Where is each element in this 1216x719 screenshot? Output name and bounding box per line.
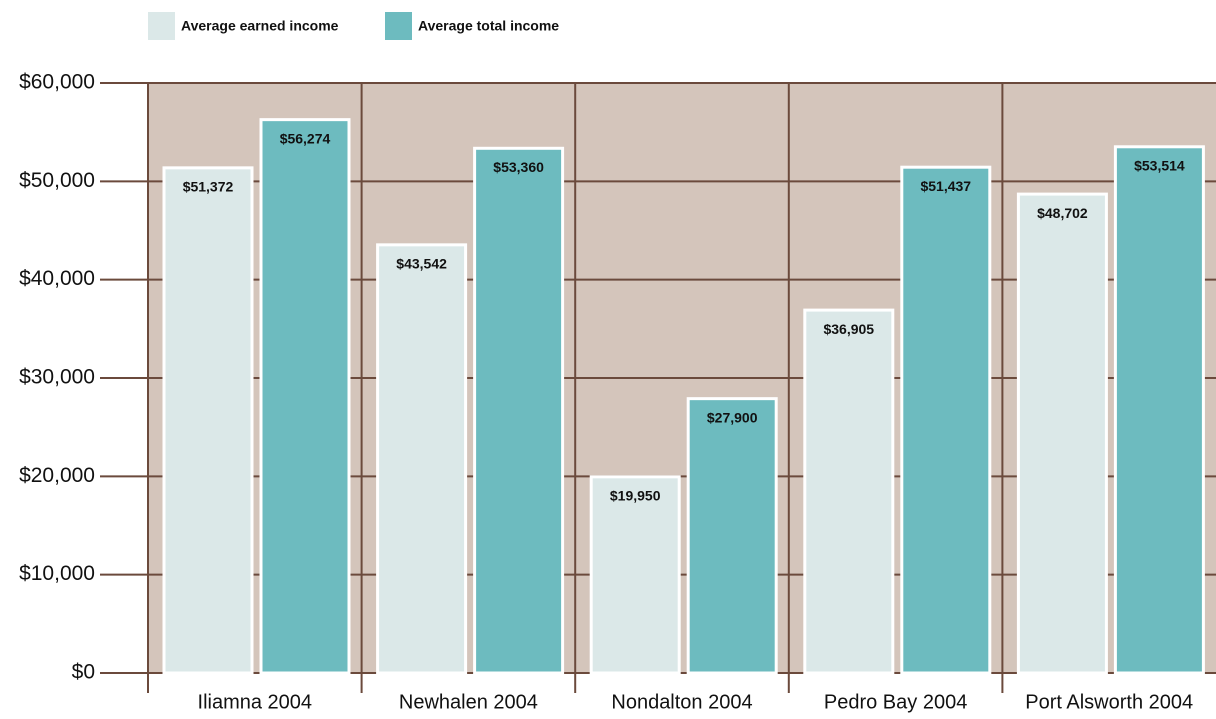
bar	[686, 397, 778, 675]
value-label: $51,372	[183, 179, 234, 195]
value-label: $53,360	[493, 159, 544, 175]
bar	[1016, 192, 1108, 675]
value-label: $53,514	[1134, 157, 1185, 173]
bar	[1113, 145, 1205, 675]
x-tick-label: Pedro Bay 2004	[824, 691, 967, 713]
value-label: $36,905	[823, 321, 874, 337]
bar	[900, 165, 992, 675]
x-tick-label: Iliamna 2004	[198, 691, 313, 713]
y-tick-label: $30,000	[19, 366, 95, 389]
value-label: $48,702	[1037, 205, 1088, 221]
bar	[473, 146, 565, 675]
y-tick-label: $50,000	[19, 169, 95, 192]
legend-swatch	[385, 12, 412, 40]
bar	[162, 166, 254, 675]
value-label: $19,950	[610, 488, 661, 504]
value-label: $43,542	[396, 256, 447, 272]
y-tick-label: $0	[72, 661, 95, 684]
y-tick-label: $60,000	[19, 71, 95, 94]
value-label: $51,437	[920, 178, 971, 194]
y-tick-label: $10,000	[19, 562, 95, 585]
bar	[803, 308, 895, 675]
value-label: $56,274	[280, 130, 331, 146]
bar	[589, 475, 681, 675]
y-tick-label: $20,000	[19, 464, 95, 487]
y-tick-label: $40,000	[19, 267, 95, 290]
x-tick-label: Newhalen 2004	[399, 691, 538, 713]
legend-label: Average earned income	[181, 18, 339, 34]
legend-swatch	[148, 12, 175, 40]
value-label: $27,900	[707, 409, 758, 425]
legend-label: Average total income	[418, 18, 559, 34]
bar	[259, 118, 351, 675]
bar	[376, 243, 468, 675]
x-tick-label: Port Alsworth 2004	[1025, 691, 1193, 713]
x-tick-label: Nondalton 2004	[611, 691, 752, 713]
